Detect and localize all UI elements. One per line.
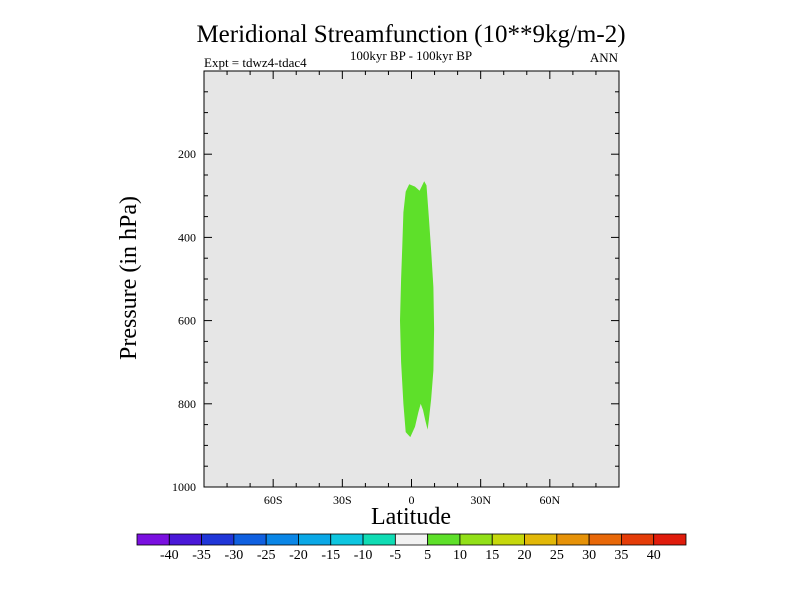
colorbar-swatch (459, 533, 493, 546)
colorbar-label: 25 (550, 548, 564, 563)
x-tick-label: 0 (409, 493, 415, 507)
colorbar-swatch (653, 533, 687, 546)
y-tick-label: 800 (178, 397, 196, 411)
colorbar-label: -5 (390, 548, 402, 563)
x-tick-label: 30S (333, 493, 352, 507)
x-tick-label: 60S (264, 493, 283, 507)
colorbar-swatch (298, 533, 332, 546)
chart-title: Meridional Streamfunction (10**9kg/m-2) (196, 21, 625, 48)
colorbar-label: 10 (453, 548, 467, 563)
shaded-region-0 (400, 181, 435, 438)
season-label: ANN (590, 50, 619, 65)
colorbar-label: -25 (257, 548, 276, 563)
colorbar-label: -35 (192, 548, 211, 563)
colorbar-swatch (233, 533, 267, 546)
y-tick-label: 400 (178, 230, 196, 244)
colorbar-swatch (491, 533, 525, 546)
colorbar-label: 5 (424, 548, 431, 563)
y-tick-label: 200 (178, 147, 196, 161)
colorbar-swatch (362, 533, 396, 546)
colorbar-swatch (394, 533, 429, 546)
colorbar-swatch (524, 533, 558, 546)
y-tick-label: 1000 (172, 480, 196, 494)
y-tick-label: 600 (178, 314, 196, 328)
y-axis-label: Pressure (in hPa) (116, 196, 142, 360)
x-axis-label: Latitude (371, 504, 451, 530)
colorbar-swatch (556, 533, 590, 546)
colorbar-swatch (427, 533, 461, 546)
colorbar-swatch (265, 533, 299, 546)
colorbar: -40 -35 -30 -25 -20 -15 -10 -5 5 10 15 20 25 30 35 40 (136, 533, 687, 563)
colorbar-label: -15 (321, 548, 340, 563)
colorbar-label: 35 (614, 548, 628, 563)
colorbar-swatch (201, 533, 235, 546)
colorbar-swatch (621, 533, 655, 546)
colorbar-label: 30 (582, 548, 596, 563)
colorbar-label: 40 (647, 548, 661, 563)
colorbar-label: -40 (160, 548, 179, 563)
colorbar-label: 20 (518, 548, 532, 563)
shaded-regions (400, 181, 435, 438)
colorbar-swatch (136, 533, 170, 546)
colorbar-label: -10 (354, 548, 373, 563)
x-tick-label: 30N (470, 493, 491, 507)
x-tick-label: 60N (539, 493, 560, 507)
colorbar-swatch (588, 533, 622, 546)
colorbar-label: -30 (225, 548, 244, 563)
colorbar-swatch (330, 533, 364, 546)
colorbar-label: -20 (289, 548, 308, 563)
chart-subtitle: 100kyr BP - 100kyr BP (350, 48, 472, 63)
experiment-label: Expt = tdwz4-tdac4 (204, 55, 307, 70)
axis-ticks: 60S 30S 0 30N 60N 200 400 600 800 1000 (172, 71, 619, 507)
colorbar-swatch (168, 533, 202, 546)
colorbar-label: 15 (485, 548, 499, 563)
